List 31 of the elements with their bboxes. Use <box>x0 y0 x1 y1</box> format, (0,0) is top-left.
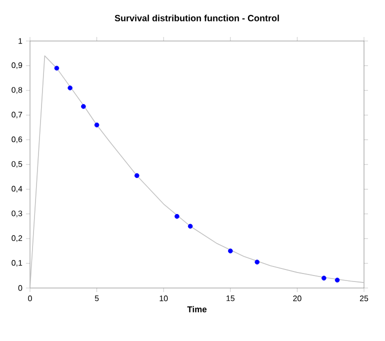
point <box>322 276 326 281</box>
point <box>134 173 140 178</box>
point <box>334 278 340 282</box>
point <box>54 66 60 71</box>
y-tick-label: 0,4 <box>12 186 22 192</box>
y-tick-label: 1 <box>18 38 22 44</box>
y-tick-label: 0,1 <box>12 260 22 267</box>
x-tick-label: 0 <box>28 296 32 302</box>
x-axis-title: Time <box>187 306 207 312</box>
point <box>174 214 180 219</box>
x-tick-label: 10 <box>160 296 168 302</box>
chart-title: Survival distribution function - Control <box>114 14 279 22</box>
y-tick-label: 0,7 <box>12 112 22 118</box>
y-tick-label: 0,9 <box>12 62 22 70</box>
point <box>68 86 72 90</box>
y-tick-label: 0,6 <box>12 136 22 144</box>
x-tick-label: 25 <box>360 296 368 302</box>
x-tick-label: 15 <box>226 296 235 302</box>
x-tick-label: 20 <box>293 296 302 302</box>
point <box>254 260 260 264</box>
point <box>228 248 233 254</box>
point <box>94 122 100 128</box>
y-tick-label: 0,8 <box>12 87 22 94</box>
point <box>188 224 193 229</box>
x-tick-label: 5 <box>94 296 99 302</box>
point <box>81 104 86 109</box>
y-tick-label: 0,5 <box>12 161 22 168</box>
y-tick-label: 0,2 <box>12 235 22 242</box>
y-tick-label: 0,3 <box>12 210 22 218</box>
line-series <box>30 55 364 288</box>
y-tick-label: 0 <box>18 285 22 291</box>
